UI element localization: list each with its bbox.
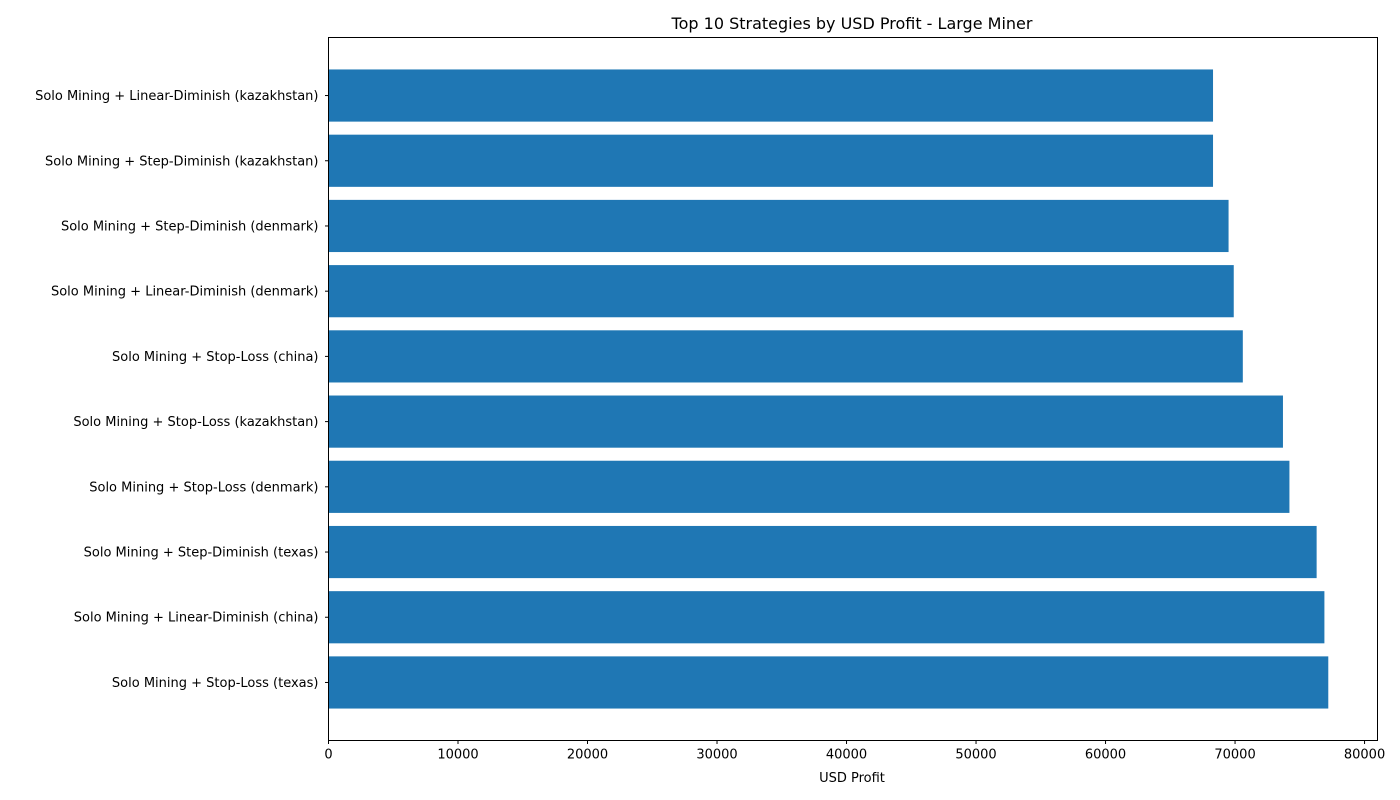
x-axis-label: USD Profit [819, 771, 885, 786]
y-axis-ticks: Solo Mining + Stop-Loss (texas) Solo Mini… [35, 89, 329, 691]
x-tick-label: 0 [324, 748, 332, 763]
x-tick-label: 10000 [437, 748, 478, 763]
bar [328, 395, 1283, 448]
bar [328, 134, 1214, 187]
y-tick-label: Solo Mining + Stop-Loss (denmark) [89, 480, 318, 495]
chart-title: Top 10 Strategies by USD Profit - Large … [671, 14, 1033, 33]
y-tick-label: Solo Mining + Stop-Loss (china) [112, 350, 318, 365]
x-tick-label: 30000 [696, 748, 737, 763]
y-tick-label: Solo Mining + Linear-Diminish (kazakhsta… [35, 89, 318, 104]
x-tick-label: 80000 [1344, 748, 1385, 763]
x-tick-label: 70000 [1214, 748, 1255, 763]
y-tick-label: Solo Mining + Step-Diminish (kazakhstan) [45, 154, 318, 169]
x-axis-ticks: 0 10000 20000 30000 40000 50000 60000 70000 8000… [324, 740, 1385, 763]
y-tick-label: Solo Mining + Step-Diminish (denmark) [61, 219, 319, 234]
y-tick-label: Solo Mining + Stop-Loss (texas) [112, 676, 319, 691]
bar [328, 460, 1290, 513]
bar [328, 199, 1229, 253]
bar [328, 265, 1234, 318]
y-tick-label: Solo Mining + Linear-Diminish (denmark) [51, 285, 319, 300]
plot-frame [328, 37, 1378, 741]
bar [328, 656, 1329, 709]
x-tick-label: 20000 [567, 748, 608, 763]
y-tick-label: Solo Mining + Linear-Diminish (china) [74, 611, 319, 626]
bar [328, 69, 1214, 122]
bars-group [328, 69, 1329, 709]
bar [328, 591, 1325, 644]
y-tick-label: Solo Mining + Stop-Loss (kazakhstan) [73, 415, 318, 430]
x-tick-label: 60000 [1085, 748, 1126, 763]
x-tick-label: 40000 [826, 748, 867, 763]
bar [328, 330, 1243, 383]
y-tick-label: Solo Mining + Step-Diminish (texas) [84, 546, 319, 561]
bar [328, 525, 1317, 579]
x-tick-label: 50000 [955, 748, 996, 763]
